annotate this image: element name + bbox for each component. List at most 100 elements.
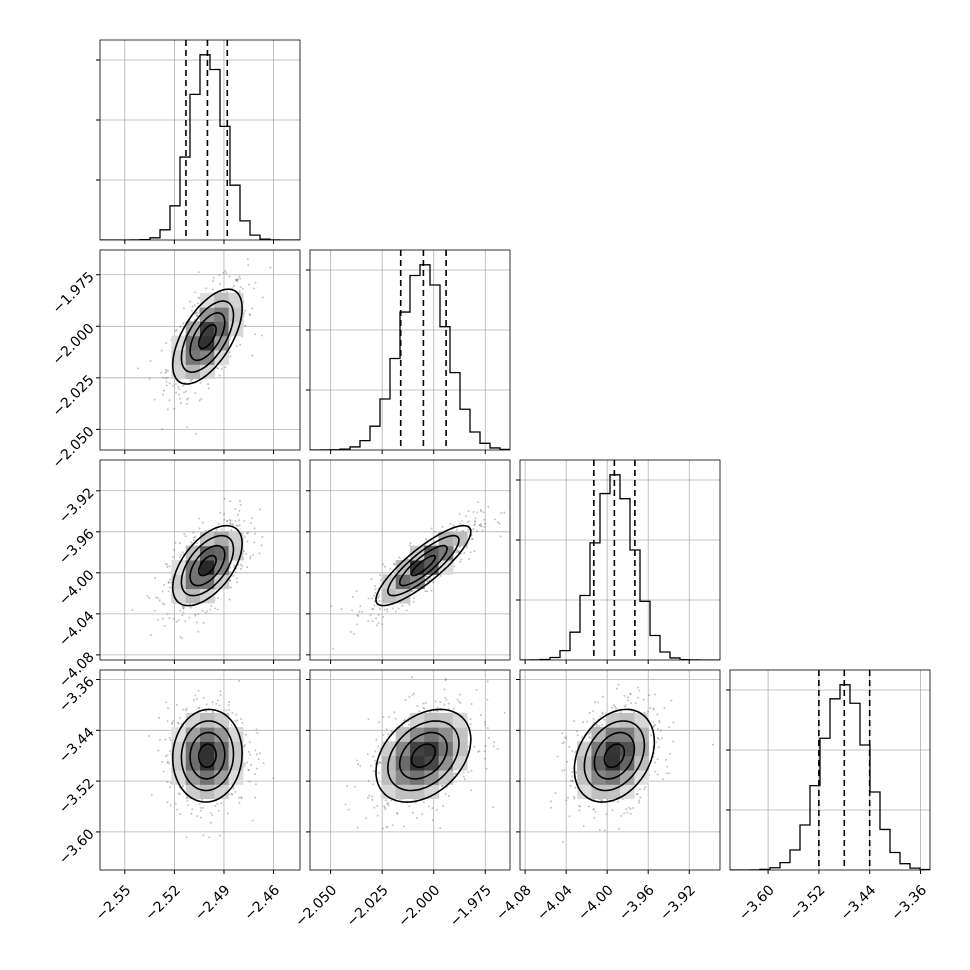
- scatter-point: [168, 750, 171, 753]
- scatter-point: [412, 600, 415, 603]
- scatter-point: [455, 551, 458, 554]
- scatter-point: [379, 747, 382, 750]
- scatter-point: [169, 804, 172, 807]
- scatter-point: [185, 426, 188, 429]
- scatter-point: [197, 296, 200, 299]
- scatter-point: [199, 809, 202, 812]
- scatter-point: [376, 814, 379, 817]
- scatter-point: [630, 702, 633, 705]
- contour-line: [398, 731, 448, 780]
- scatter-point: [574, 771, 577, 774]
- scatter-point: [251, 819, 254, 822]
- scatter-point: [166, 780, 169, 783]
- scatter-point: [586, 720, 589, 723]
- scatter-point: [193, 291, 196, 294]
- scatter-point: [251, 354, 254, 357]
- scatter-point: [253, 527, 256, 530]
- scatter-point: [672, 721, 675, 724]
- scatter-point: [571, 775, 574, 778]
- panel-2-0: −4.08−4.04−4.00−3.96−3.92: [56, 459, 301, 691]
- scatter-point: [349, 630, 352, 633]
- scatter-point: [627, 699, 630, 702]
- density-cell: [381, 588, 397, 604]
- scatter-point: [195, 312, 198, 315]
- scatter-point: [371, 795, 374, 798]
- scatter-point: [216, 367, 219, 370]
- contour-line: [171, 524, 243, 607]
- scatter-point: [236, 513, 239, 516]
- scatter-point: [258, 552, 261, 555]
- scatter-point: [479, 524, 482, 527]
- scatter-point: [372, 608, 375, 611]
- scatter-point: [367, 718, 370, 721]
- scatter-point: [239, 286, 242, 289]
- scatter-point: [592, 710, 595, 713]
- scatter-point: [218, 374, 221, 377]
- y-tick-label: −2.025: [50, 372, 98, 420]
- scatter-point: [394, 717, 397, 720]
- scatter-point: [182, 708, 185, 711]
- scatter-point: [486, 698, 489, 701]
- scatter-point: [601, 711, 604, 714]
- scatter-point: [243, 312, 246, 315]
- density-cell: [214, 574, 230, 590]
- scatter-point: [597, 701, 600, 704]
- contour-line: [171, 288, 243, 385]
- scatter-point: [436, 710, 439, 713]
- scatter-point: [669, 752, 672, 755]
- density-cell: [214, 531, 230, 547]
- scatter-point: [378, 721, 381, 724]
- scatter-point: [162, 393, 165, 396]
- scatter-point: [599, 715, 602, 718]
- scatter-point: [601, 723, 604, 726]
- scatter-point: [202, 696, 205, 699]
- scatter-point: [603, 718, 606, 721]
- scatter-point: [216, 528, 219, 531]
- scatter-point: [217, 809, 220, 812]
- scatter-point: [182, 725, 185, 728]
- scatter-point: [218, 704, 221, 707]
- scatter-point: [211, 288, 214, 291]
- scatter-point: [477, 501, 480, 504]
- scatter-point: [166, 801, 169, 804]
- scatter-point: [353, 785, 356, 788]
- scatter-point: [464, 515, 467, 518]
- contour-line: [593, 731, 636, 780]
- scatter-point: [472, 527, 475, 530]
- scatter-point: [474, 520, 477, 523]
- scatter-point: [377, 622, 380, 625]
- scatter-point: [195, 621, 198, 624]
- scatter-point: [198, 802, 201, 805]
- scatter-point: [160, 349, 163, 352]
- scatter-point: [629, 812, 632, 815]
- scatter-point: [549, 800, 552, 803]
- scatter-point: [247, 769, 250, 772]
- density-cell: [200, 335, 215, 351]
- scatter-point: [386, 608, 389, 611]
- scatter-point: [374, 588, 377, 591]
- scatter-point: [182, 384, 185, 387]
- density-cell: [438, 727, 454, 742]
- scatter-point: [163, 389, 166, 392]
- scatter-point: [406, 558, 409, 561]
- scatter-point: [219, 694, 222, 697]
- scatter-point: [387, 801, 390, 804]
- scatter-point: [202, 834, 205, 837]
- scatter-point: [219, 690, 222, 693]
- scatter-point: [634, 702, 637, 705]
- x-tick-label: −3.96: [616, 882, 658, 924]
- scatter-point: [225, 272, 228, 275]
- density-cell: [171, 350, 187, 365]
- scatter-point: [561, 742, 564, 745]
- scatter-point: [392, 563, 395, 566]
- scatter-point: [493, 740, 496, 743]
- scatter-point: [408, 805, 411, 808]
- scatter-point: [174, 329, 177, 332]
- scatter-point: [235, 279, 238, 282]
- scatter-point: [655, 741, 658, 744]
- scatter-point: [234, 790, 237, 793]
- scatter-point: [432, 581, 435, 584]
- x-tick-label: −2.55: [93, 882, 135, 924]
- x-tick-label: −3.44: [838, 882, 880, 924]
- density-cell: [200, 350, 215, 365]
